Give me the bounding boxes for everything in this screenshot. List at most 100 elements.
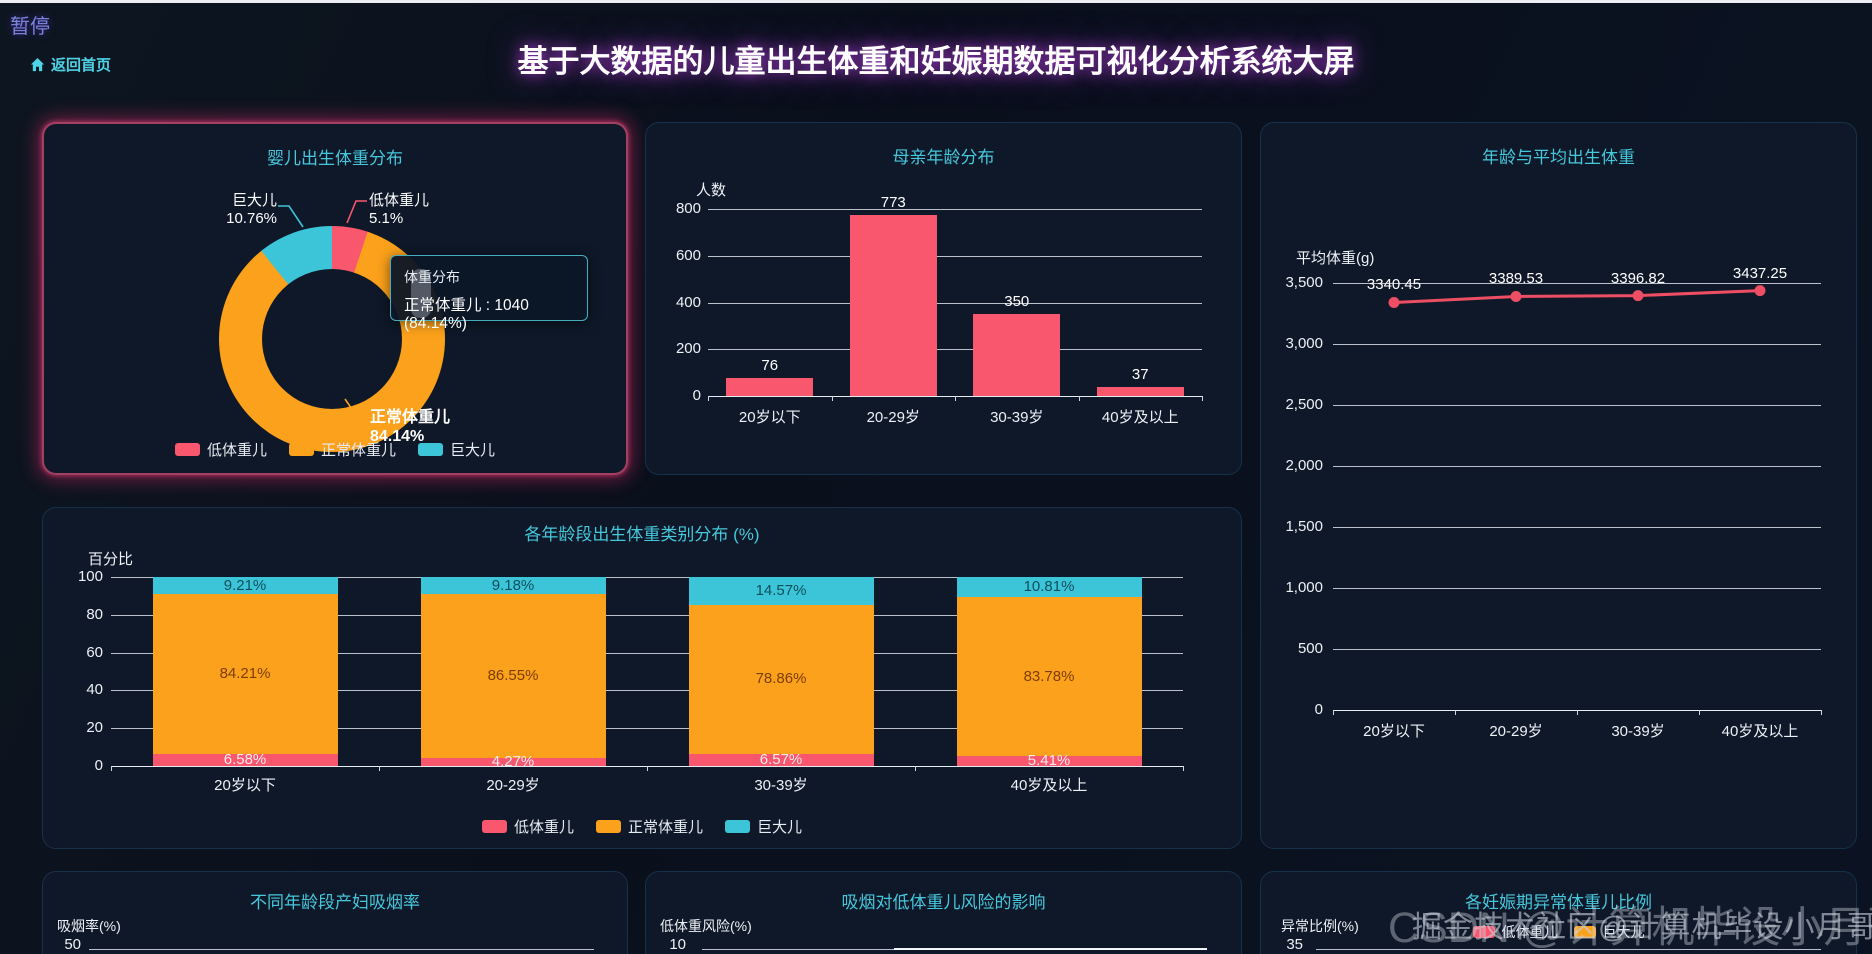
point-value-label: 3396.82 xyxy=(1610,269,1666,287)
pie-label-name: 巨大儿 xyxy=(231,192,277,209)
chart-legend: 低体重儿 正常体重儿 巨大儿 xyxy=(43,816,1241,837)
x-tick-mark xyxy=(1455,710,1456,715)
segment-value-label: 83.78% xyxy=(1023,667,1075,685)
segment-value-label: 14.57% xyxy=(755,581,807,599)
chart-title: 各妊娠期异常体重儿比例 xyxy=(1465,893,1652,912)
y-tick-label: 1,000 xyxy=(1285,579,1323,596)
point-value-label: 3340.45 xyxy=(1366,276,1422,294)
y-tick-label: 400 xyxy=(675,293,701,311)
panel-smoking-rate: 不同年龄段产妇吸烟率 吸烟率(%) 50 xyxy=(42,871,628,954)
pie-label-line xyxy=(278,205,304,228)
bar-top-edge xyxy=(894,948,1207,950)
stack-segment-巨大儿-20岁以下[interactable] xyxy=(152,577,338,595)
stack-segment-巨大儿-20-29岁[interactable] xyxy=(420,577,606,595)
legend-item-低体重儿[interactable]: 低体重儿 xyxy=(481,816,574,837)
segment-value-label: 86.55% xyxy=(487,667,539,685)
legend-swatch xyxy=(725,820,750,833)
legend-item-正常体重儿[interactable]: 正常体重儿 xyxy=(288,439,396,460)
legend-item-巨大儿[interactable]: 巨大儿 xyxy=(1573,922,1645,942)
x-tick-mark xyxy=(379,766,380,771)
legend-label: 正常体重儿 xyxy=(627,819,703,836)
stack-segment-正常体重儿-30-39岁[interactable] xyxy=(688,604,874,754)
panel-age-weight-line: 年龄与平均出生体重 平均体重(g) 0 500 1,000 1,500 2,000 2,5… xyxy=(1260,122,1857,849)
bar-20-29岁[interactable] xyxy=(849,215,937,396)
gridline xyxy=(111,577,1183,578)
data-point-20岁以下[interactable] xyxy=(1388,296,1400,308)
x-tick-label: 20岁以下 xyxy=(738,409,801,426)
data-point-20-29岁[interactable] xyxy=(1510,290,1522,302)
legend-label: 巨大儿 xyxy=(450,442,496,459)
bar-20岁以下[interactable] xyxy=(726,378,814,396)
gridline xyxy=(89,949,594,950)
stack-segment-低体重儿-20-29岁[interactable] xyxy=(420,757,606,766)
legend-item-巨大儿[interactable]: 巨大儿 xyxy=(725,816,802,837)
gridline xyxy=(708,349,1202,351)
pause-link[interactable]: 暂停 xyxy=(10,16,50,38)
segment-value-label: 6.57% xyxy=(759,750,803,768)
stack-segment-低体重儿-40岁及以上[interactable] xyxy=(956,755,1142,766)
pie-label-percent: 84.14% xyxy=(370,428,425,446)
legend-label: 低体重儿 xyxy=(206,442,267,459)
x-tick-mark xyxy=(1699,710,1700,715)
x-tick-mark xyxy=(1821,710,1822,715)
x-tick-mark xyxy=(1577,710,1578,715)
legend-item-低体重儿[interactable]: 低体重儿 xyxy=(174,439,267,460)
stack-segment-低体重儿-20岁以下[interactable] xyxy=(152,753,338,766)
segment-value-label: 4.27% xyxy=(491,752,535,770)
y-axis-title: 百分比 xyxy=(88,551,134,568)
x-tick-label: 20岁以下 xyxy=(214,777,276,794)
x-tick-label: 40岁及以上 xyxy=(1010,777,1088,794)
chart-title: 母亲年龄分布 xyxy=(892,148,995,167)
pie-label-name: 正常体重儿 xyxy=(370,409,451,426)
pie-label-normal-weight: 正常体重儿 84.14% xyxy=(370,408,450,446)
stack-segment-正常体重儿-20-29岁[interactable] xyxy=(420,594,606,758)
bar-40岁及以上[interactable] xyxy=(1096,387,1184,396)
legend-item-低体重儿[interactable]: 低体重儿 xyxy=(1472,922,1558,942)
legend-swatch xyxy=(174,443,200,456)
donut-hole xyxy=(262,269,402,409)
bar-value-label: 350 xyxy=(1004,293,1030,311)
gridline xyxy=(1333,527,1821,528)
legend-item-正常体重儿[interactable]: 正常体重儿 xyxy=(595,816,703,837)
y-tick-label: 40 xyxy=(86,681,103,699)
y-tick-label: 3,000 xyxy=(1285,335,1323,352)
stack-segment-正常体重儿-40岁及以上[interactable] xyxy=(956,597,1142,756)
stack-segment-正常体重儿-20岁以下[interactable] xyxy=(152,594,338,754)
x-tick-label: 20-29岁 xyxy=(486,777,540,794)
pie-label-line xyxy=(346,200,367,224)
segment-value-label: 9.21% xyxy=(223,576,267,594)
y-tick-label: 60 xyxy=(86,643,103,661)
legend-swatch xyxy=(288,443,314,456)
stack-segment-巨大儿-40岁及以上[interactable] xyxy=(956,577,1142,598)
gridline xyxy=(1333,649,1821,650)
x-tick-mark xyxy=(915,766,916,771)
gridline xyxy=(1333,283,1821,284)
data-point-30-39岁[interactable] xyxy=(1632,290,1644,302)
back-home-button[interactable]: 返回首页 xyxy=(30,54,111,75)
y-tick-label: 0 xyxy=(94,757,103,774)
stack-segment-巨大儿-30-39岁[interactable] xyxy=(688,577,874,605)
bar-30-39岁[interactable] xyxy=(973,314,1061,396)
legend-swatch xyxy=(418,443,443,456)
legend-swatch xyxy=(1472,926,1495,938)
segment-value-label: 10.81% xyxy=(1023,578,1075,596)
panel-smoking-risk: 吸烟对低体重儿风险的影响 低体重风险(%) 10 xyxy=(645,871,1242,954)
x-tick-label: 40岁及以上 xyxy=(1101,409,1179,426)
data-point-40岁及以上[interactable] xyxy=(1754,285,1766,297)
legend-item-巨大儿[interactable]: 巨大儿 xyxy=(418,439,495,460)
y-tick-label: 0 xyxy=(692,387,701,404)
bar-value-label: 76 xyxy=(761,357,779,375)
gridline xyxy=(111,690,1183,692)
chart-tooltip: 体重分布 正常体重儿 : 1040 (84.14%) xyxy=(390,255,588,332)
tooltip-value: 正常体重儿 : 1040 (84.14%) xyxy=(404,297,529,332)
chart-title: 各年龄段出生体重类别分布 (%) xyxy=(524,525,760,544)
gridline xyxy=(1333,466,1821,467)
bar-value-label: 37 xyxy=(1131,366,1149,384)
panel-gestation-abnormal: 各妊娠期异常体重儿比例 异常比例(%) 35 低体重儿 巨大儿 xyxy=(1260,871,1857,954)
segment-value-label: 5.41% xyxy=(1027,751,1071,769)
x-tick-mark xyxy=(1183,766,1184,771)
x-tick-label: 20-29岁 xyxy=(866,409,920,426)
gridline xyxy=(1333,405,1821,406)
stack-segment-低体重儿-30-39岁[interactable] xyxy=(688,753,874,766)
